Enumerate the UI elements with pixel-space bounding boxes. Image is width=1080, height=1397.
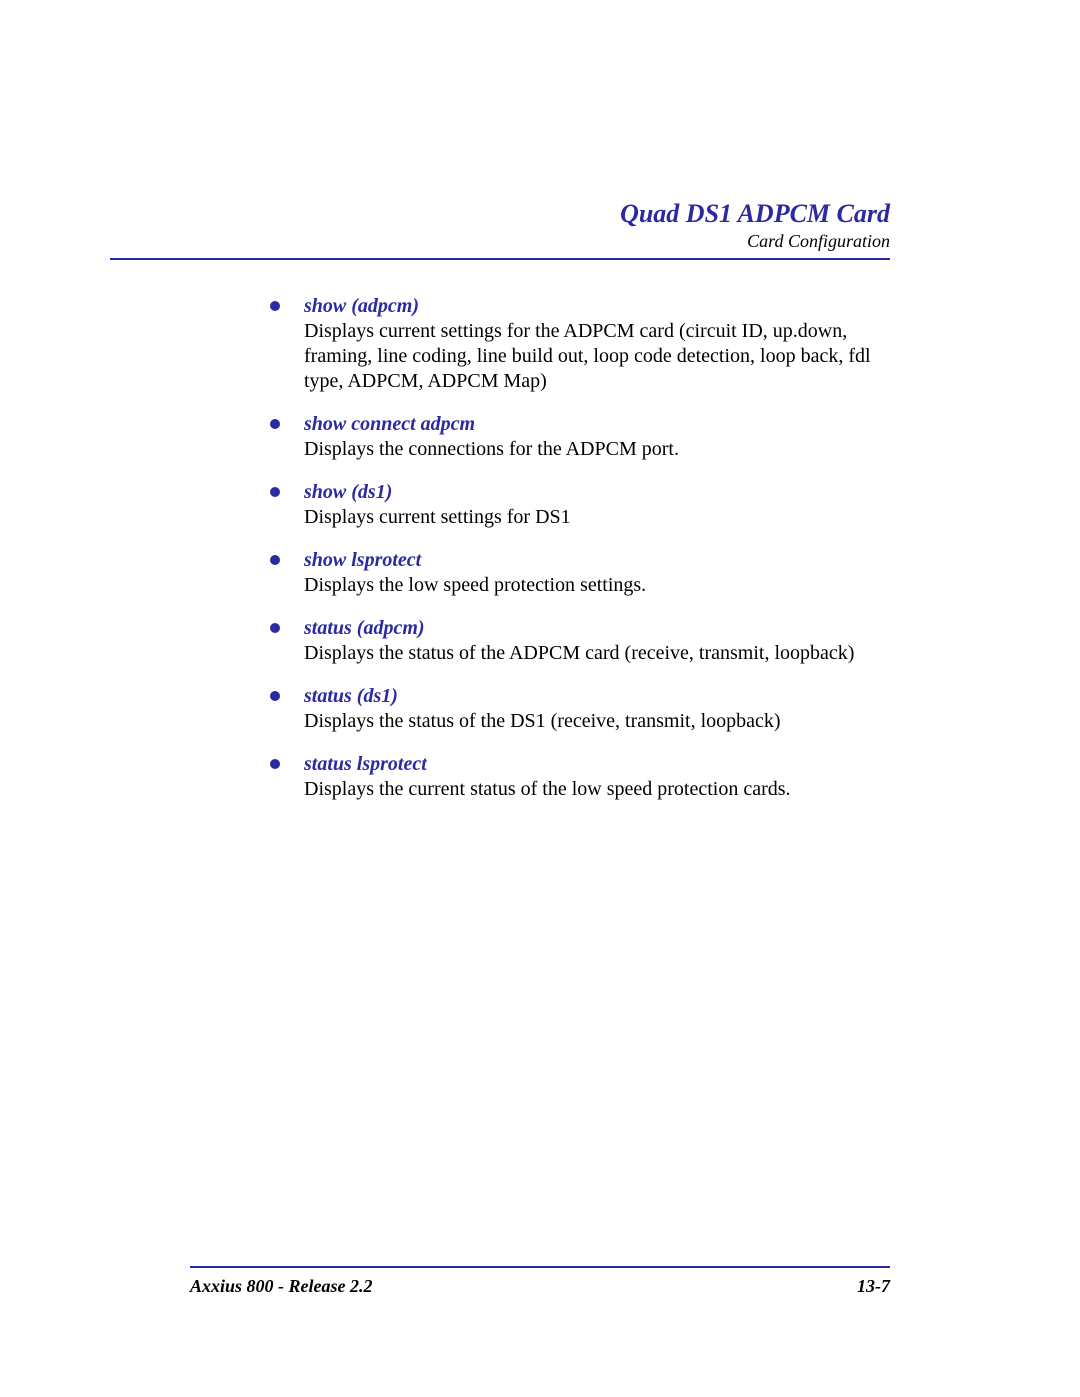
command-name: status (ds1) bbox=[304, 685, 398, 707]
document-page: Quad DS1 ADPCM Card Card Configuration s… bbox=[0, 0, 1080, 1397]
command-description: Displays current settings for DS1 bbox=[304, 505, 890, 530]
command-description: Displays the status of the ADPCM card (r… bbox=[304, 641, 890, 666]
footer-row: Axxius 800 - Release 2.2 13-7 bbox=[190, 1276, 890, 1297]
footer-rule bbox=[190, 1266, 890, 1268]
content-body: show (adpcm) Displays current settings f… bbox=[270, 294, 890, 802]
list-item: show (ds1) Displays current settings for… bbox=[270, 480, 890, 530]
list-item: show (adpcm) Displays current settings f… bbox=[270, 294, 890, 394]
list-item: show connect adpcm Displays the connecti… bbox=[270, 412, 890, 462]
command-description: Displays current settings for the ADPCM … bbox=[304, 319, 890, 394]
command-description: Displays the current status of the low s… bbox=[304, 777, 890, 802]
header-rule bbox=[110, 258, 890, 260]
page-footer: Axxius 800 - Release 2.2 13-7 bbox=[190, 1260, 890, 1297]
command-name: show (adpcm) bbox=[304, 295, 419, 317]
page-header: Quad DS1 ADPCM Card Card Configuration bbox=[190, 200, 890, 260]
list-item: status (ds1) Displays the status of the … bbox=[270, 684, 890, 734]
command-name: show connect adpcm bbox=[304, 413, 475, 435]
command-description: Displays the connections for the ADPCM p… bbox=[304, 437, 890, 462]
command-description: Displays the low speed protection settin… bbox=[304, 573, 890, 598]
command-name: show lsprotect bbox=[304, 549, 421, 571]
footer-left: Axxius 800 - Release 2.2 bbox=[190, 1276, 373, 1297]
command-name: status lsprotect bbox=[304, 753, 427, 775]
header-subtitle: Card Configuration bbox=[190, 231, 890, 252]
footer-page-number: 13-7 bbox=[857, 1276, 890, 1297]
command-list: show (adpcm) Displays current settings f… bbox=[270, 294, 890, 802]
command-name: status (adpcm) bbox=[304, 617, 425, 639]
list-item: status (adpcm) Displays the status of th… bbox=[270, 616, 890, 666]
command-name: show (ds1) bbox=[304, 481, 392, 503]
command-description: Displays the status of the DS1 (receive,… bbox=[304, 709, 890, 734]
header-title: Quad DS1 ADPCM Card bbox=[190, 200, 890, 229]
list-item: show lsprotect Displays the low speed pr… bbox=[270, 548, 890, 598]
list-item: status lsprotect Displays the current st… bbox=[270, 752, 890, 802]
